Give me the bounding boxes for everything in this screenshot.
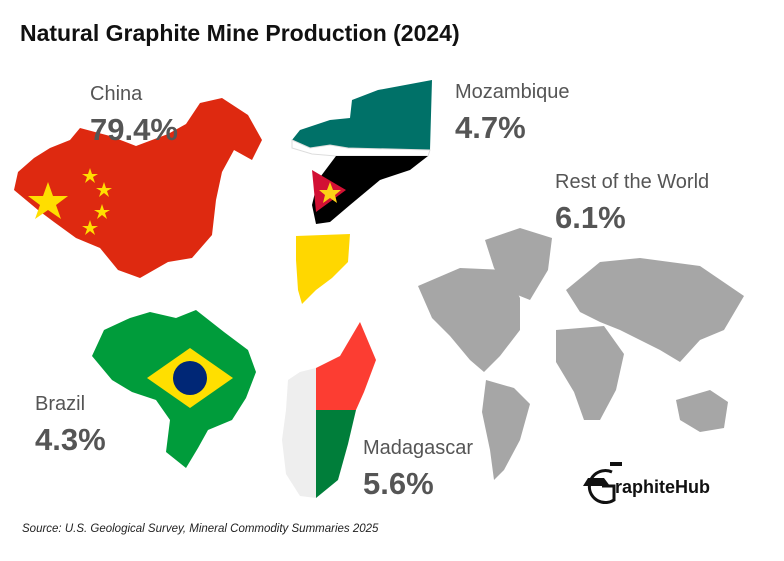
label-mozambique-value: 4.7% bbox=[455, 110, 526, 145]
madagascar-map bbox=[282, 322, 376, 498]
china-small-star bbox=[96, 182, 112, 197]
south-america-shape bbox=[482, 380, 530, 480]
china-shape bbox=[14, 98, 262, 278]
label-mozambique-name: Mozambique bbox=[455, 81, 570, 103]
australia-shape bbox=[676, 390, 728, 432]
north-america-shape bbox=[418, 268, 520, 372]
africa-shape bbox=[556, 326, 624, 420]
label-brazil-value: 4.3% bbox=[35, 422, 106, 457]
chart-title: Natural Graphite Mine Production (2024) bbox=[20, 20, 460, 46]
mozambique-map bbox=[291, 80, 432, 304]
label-rest-value: 6.1% bbox=[555, 200, 626, 235]
china-map bbox=[14, 98, 262, 278]
china-small-star bbox=[94, 204, 110, 219]
source-note: Source: U.S. Geological Survey, Mineral … bbox=[22, 523, 379, 535]
mozambique-white-band bbox=[291, 139, 431, 157]
eurasia-shape bbox=[566, 258, 744, 362]
label-china-value: 79.4% bbox=[90, 112, 178, 147]
mozambique-green bbox=[292, 80, 432, 150]
mozambique-star bbox=[319, 182, 341, 203]
brazil-map bbox=[92, 310, 256, 468]
logo-text: raphiteHub bbox=[615, 477, 711, 497]
label-madagascar-name: Madagascar bbox=[363, 437, 474, 459]
china-big-star bbox=[28, 182, 68, 219]
china-small-star bbox=[82, 168, 98, 183]
label-china-name: China bbox=[90, 83, 143, 105]
brazil-globe bbox=[173, 361, 207, 395]
madagascar-red bbox=[316, 322, 376, 410]
mozambique-yellow bbox=[296, 234, 350, 304]
label-rest-name: Rest of the World bbox=[555, 171, 710, 193]
world-map bbox=[418, 228, 744, 480]
mozambique-black bbox=[312, 156, 428, 224]
madagascar-green bbox=[316, 410, 356, 498]
greenland-shape bbox=[485, 228, 552, 300]
china-small-star bbox=[82, 220, 98, 235]
label-brazil-name: Brazil bbox=[35, 393, 86, 415]
label-madagascar-value: 5.6% bbox=[363, 466, 434, 501]
graphite-logo-icon bbox=[583, 462, 622, 505]
madagascar-white bbox=[282, 368, 316, 498]
